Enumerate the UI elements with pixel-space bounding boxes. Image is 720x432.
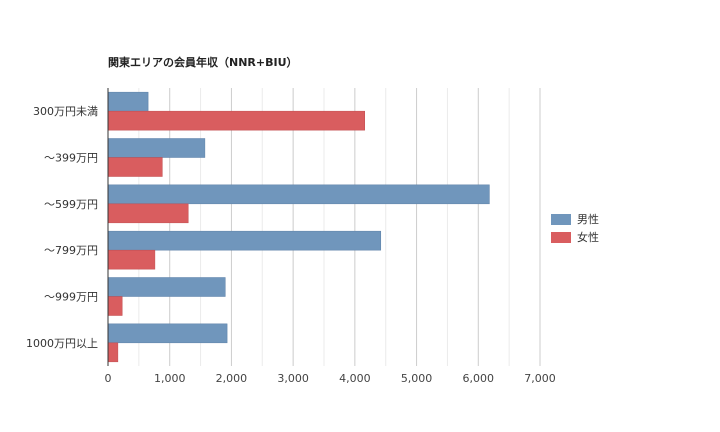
y-category-label: ～999万円 [44, 291, 98, 304]
bar-female [107, 110, 365, 131]
legend-label-female: 女性 [577, 231, 599, 244]
legend-swatch-female [551, 231, 571, 243]
x-tick-label: 4,000 [339, 372, 371, 385]
legend-swatch-male [551, 213, 571, 225]
bar-male [107, 230, 382, 251]
legend-item-female: 女性 [551, 228, 599, 246]
bar-female [107, 342, 119, 363]
x-tick-label: 6,000 [463, 372, 495, 385]
bar-female [107, 203, 189, 224]
x-tick-label: 0 [105, 372, 112, 385]
legend-item-male: 男性 [551, 210, 599, 228]
tick-labels: 0 1,000 2,000 3,000 4,000 5,000 6,000 7,000 300万… [26, 105, 556, 385]
y-category-label: 300万円未満 [33, 105, 98, 118]
legend-label-male: 男性 [577, 213, 599, 226]
y-category-label: 1000万円以上 [26, 337, 98, 350]
bar-male [107, 277, 226, 297]
bar-male [107, 323, 228, 344]
bar-male [107, 184, 490, 205]
bar-female [107, 157, 163, 177]
x-tick-label: 1,000 [154, 372, 186, 385]
legend: 男性 女性 [551, 210, 599, 246]
y-category-label: ～599万円 [44, 198, 98, 211]
bar-male [107, 138, 206, 158]
bars [107, 91, 490, 363]
y-category-label: ～399万円 [44, 152, 98, 165]
bar-male [107, 91, 149, 112]
x-tick-label: 5,000 [401, 372, 433, 385]
x-tick-label: 7,000 [524, 372, 556, 385]
gridlines [107, 88, 541, 366]
x-tick-label: 3,000 [277, 372, 309, 385]
y-category-label: ～799万円 [44, 244, 98, 257]
bar-female [107, 296, 123, 316]
bar-female [107, 249, 156, 270]
chart-title: 関東エリアの会員年収（NNR+BIU） [108, 56, 298, 69]
x-tick-label: 2,000 [216, 372, 248, 385]
